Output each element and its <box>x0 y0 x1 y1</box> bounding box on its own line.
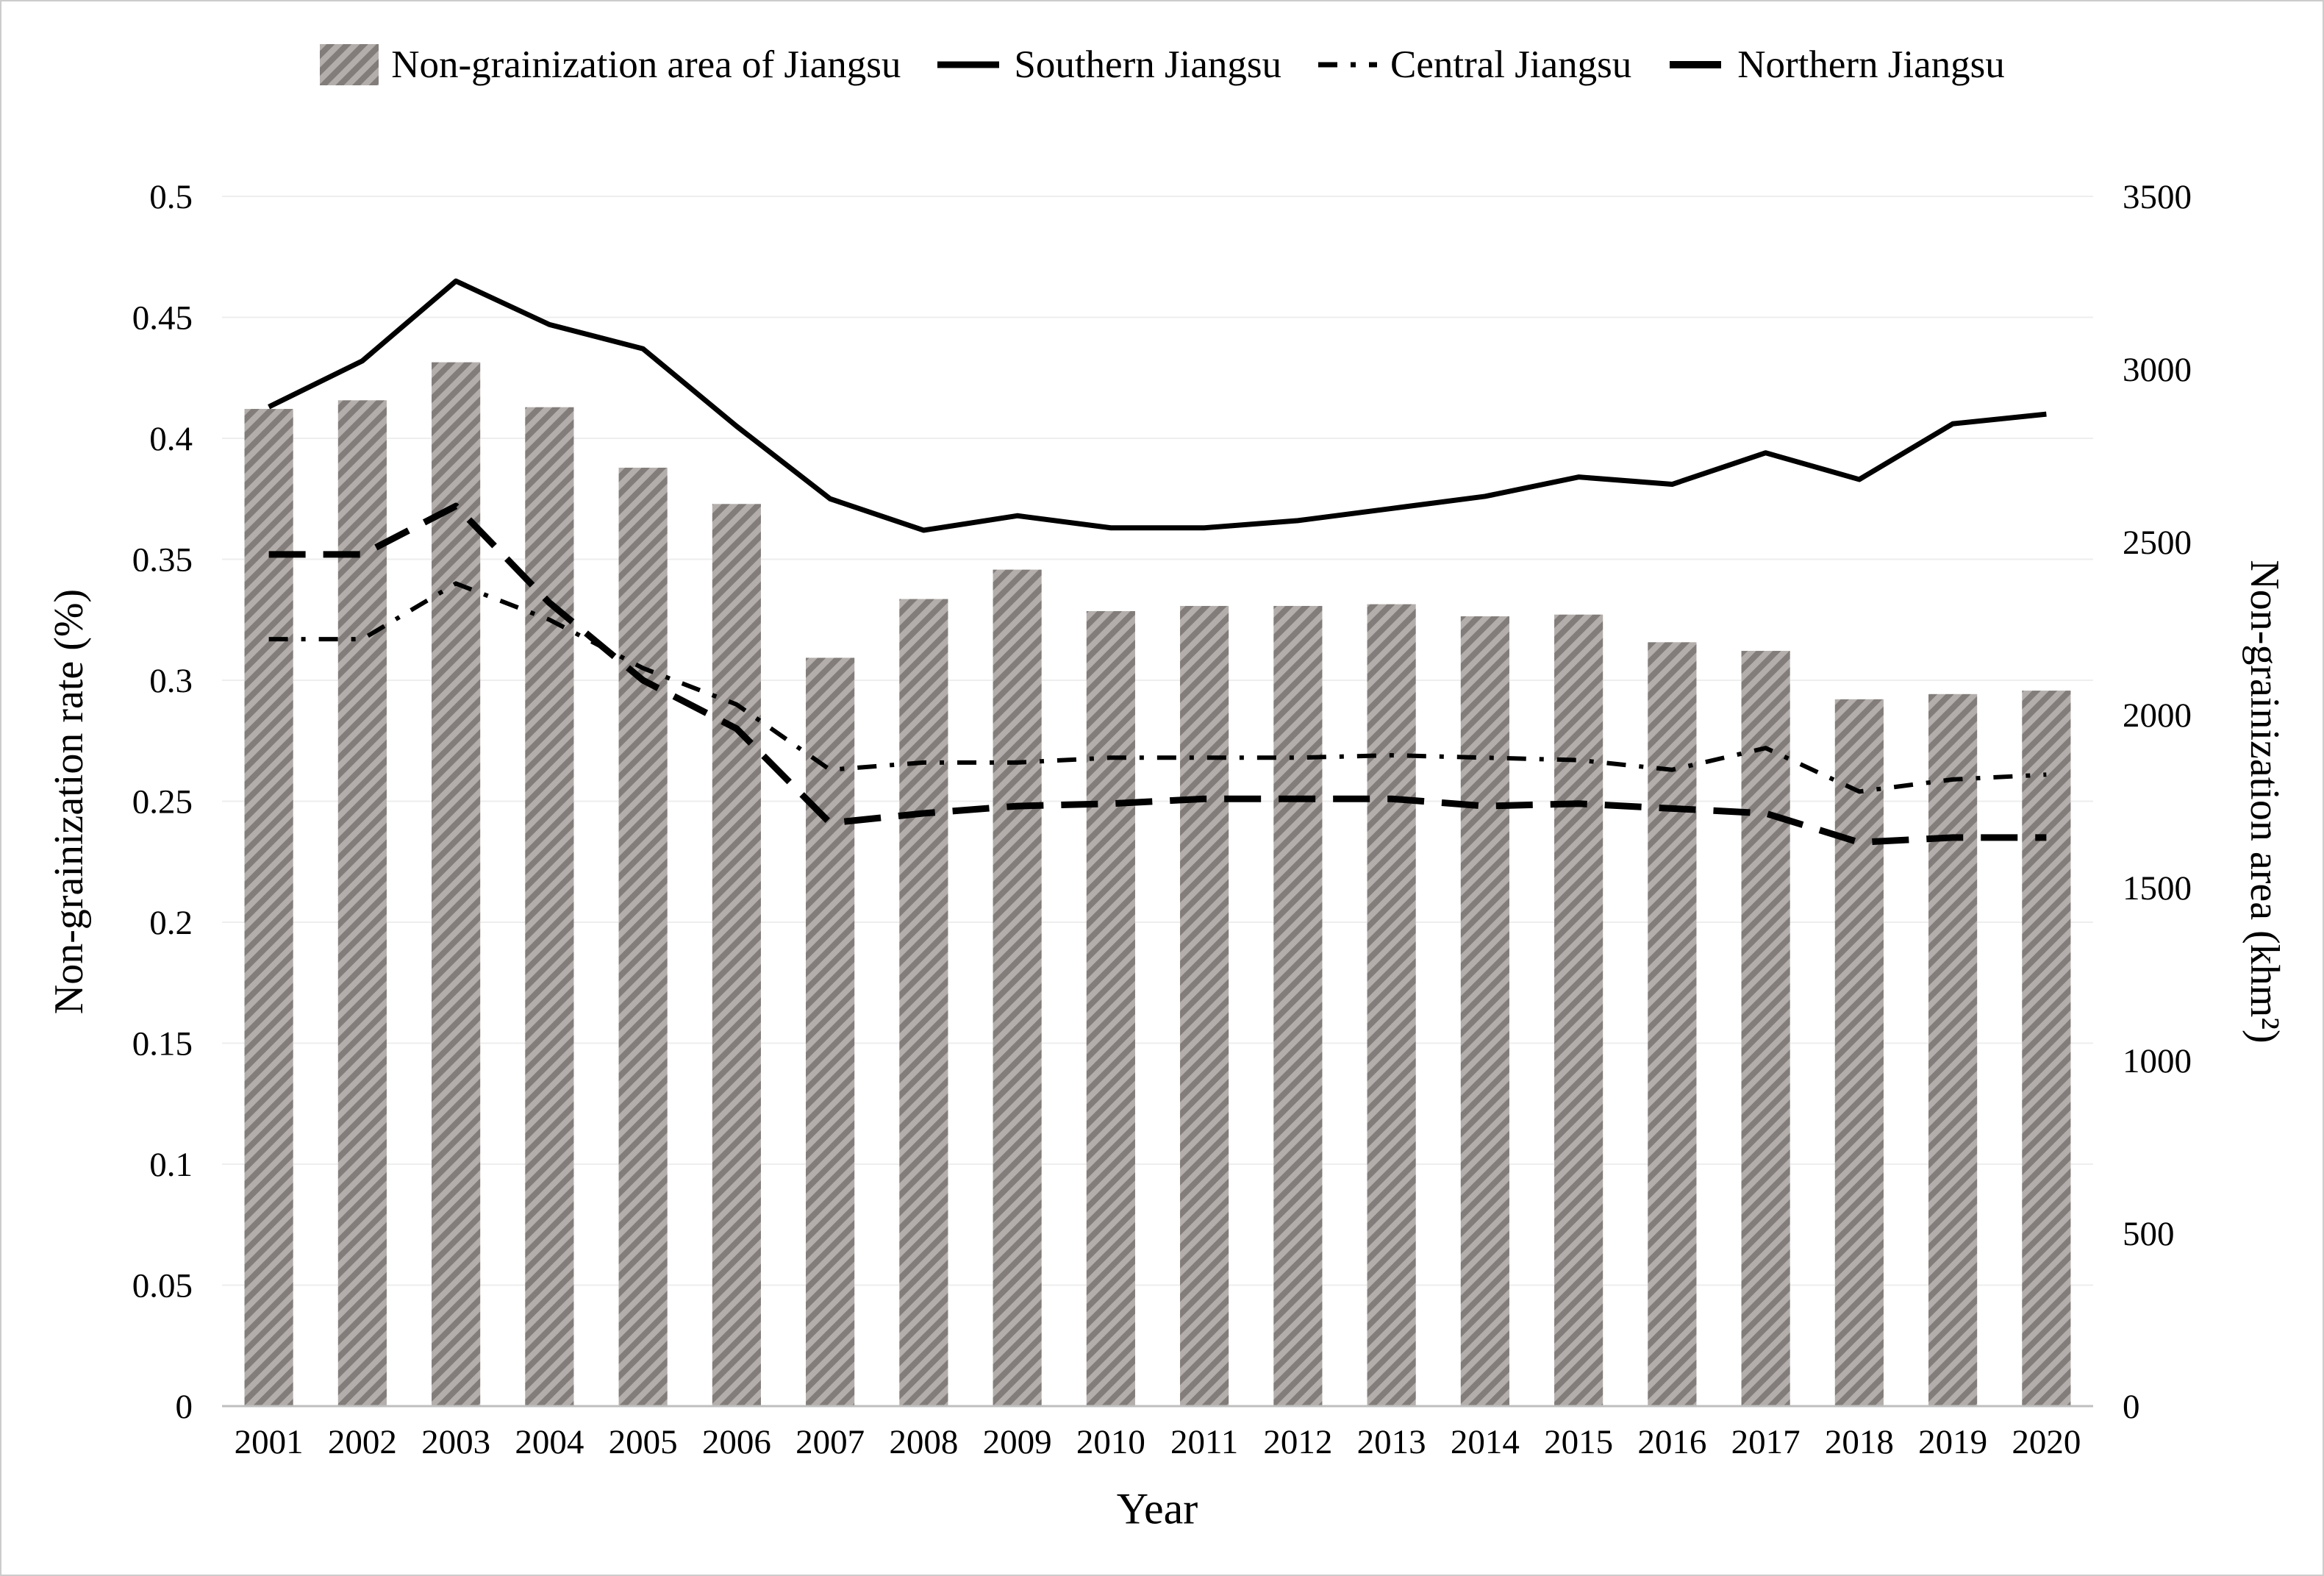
svg-text:3500: 3500 <box>2123 178 2192 216</box>
svg-text:0.4: 0.4 <box>149 420 193 458</box>
legend-label-southern: Southern Jiangsu <box>1014 43 1281 86</box>
svg-text:2002: 2002 <box>328 1423 397 1461</box>
legend-item-southern: Southern Jiangsu <box>934 43 1281 87</box>
svg-text:2007: 2007 <box>795 1423 865 1461</box>
x-axis-title: Year <box>1116 1484 1198 1533</box>
svg-text:3000: 3000 <box>2123 351 2192 389</box>
svg-text:2010: 2010 <box>1076 1423 1145 1461</box>
svg-text:2008: 2008 <box>889 1423 958 1461</box>
legend-item-central: Central Jiangsu <box>1315 43 1631 87</box>
svg-text:500: 500 <box>2123 1215 2175 1253</box>
svg-text:0: 0 <box>176 1388 193 1426</box>
svg-text:1000: 1000 <box>2123 1042 2192 1080</box>
legend-label-central: Central Jiangsu <box>1390 43 1632 86</box>
svg-text:2005: 2005 <box>609 1423 678 1461</box>
bar-hatch-swatch-icon <box>320 44 379 85</box>
svg-text:2018: 2018 <box>1825 1423 1894 1461</box>
svg-text:2009: 2009 <box>983 1423 1052 1461</box>
svg-text:2017: 2017 <box>1731 1423 1801 1461</box>
svg-text:0.3: 0.3 <box>149 662 193 700</box>
svg-text:2015: 2015 <box>1544 1423 1613 1461</box>
svg-text:2500: 2500 <box>2123 524 2192 562</box>
svg-text:2006: 2006 <box>702 1423 771 1461</box>
svg-text:2001: 2001 <box>235 1423 304 1461</box>
legend-item-area: Non-grainization area of Jiangsu <box>319 43 901 87</box>
dashdot-line-swatch-icon <box>1317 62 1377 68</box>
legend-item-northern: Northern Jiangsu <box>1665 43 2005 87</box>
svg-text:0.2: 0.2 <box>149 904 193 942</box>
legend-label-area: Non-grainization area of Jiangsu <box>391 43 901 86</box>
svg-text:0.15: 0.15 <box>132 1025 193 1063</box>
svg-text:2019: 2019 <box>1918 1423 1987 1461</box>
svg-text:2004: 2004 <box>515 1423 584 1461</box>
svg-text:2000: 2000 <box>2123 696 2192 735</box>
svg-text:0.1: 0.1 <box>149 1146 193 1184</box>
legend-label-northern: Northern Jiangsu <box>1737 43 2005 86</box>
svg-text:0.05: 0.05 <box>132 1267 193 1305</box>
svg-text:0.45: 0.45 <box>132 299 193 338</box>
svg-text:0.5: 0.5 <box>149 178 193 216</box>
svg-text:2014: 2014 <box>1451 1423 1520 1461</box>
chart-legend: Non-grainization area of Jiangsu Souther… <box>1 43 2323 87</box>
svg-text:0.25: 0.25 <box>132 783 193 821</box>
svg-text:2013: 2013 <box>1357 1423 1426 1461</box>
solid-line-swatch-icon <box>937 61 1000 68</box>
svg-text:0.35: 0.35 <box>132 541 193 580</box>
left-axis-title: Non-grainization rate (%) <box>46 588 92 1015</box>
svg-text:0: 0 <box>2123 1388 2140 1426</box>
svg-text:2012: 2012 <box>1263 1423 1332 1461</box>
dash-line-swatch-icon <box>1670 61 1722 68</box>
right-axis-title: Non-grainization area (khm²) <box>2242 560 2287 1044</box>
svg-text:2016: 2016 <box>1637 1423 1706 1461</box>
svg-text:2011: 2011 <box>1170 1423 1238 1461</box>
svg-text:2003: 2003 <box>421 1423 490 1461</box>
svg-text:2020: 2020 <box>2012 1423 2081 1461</box>
svg-text:1500: 1500 <box>2123 869 2192 908</box>
